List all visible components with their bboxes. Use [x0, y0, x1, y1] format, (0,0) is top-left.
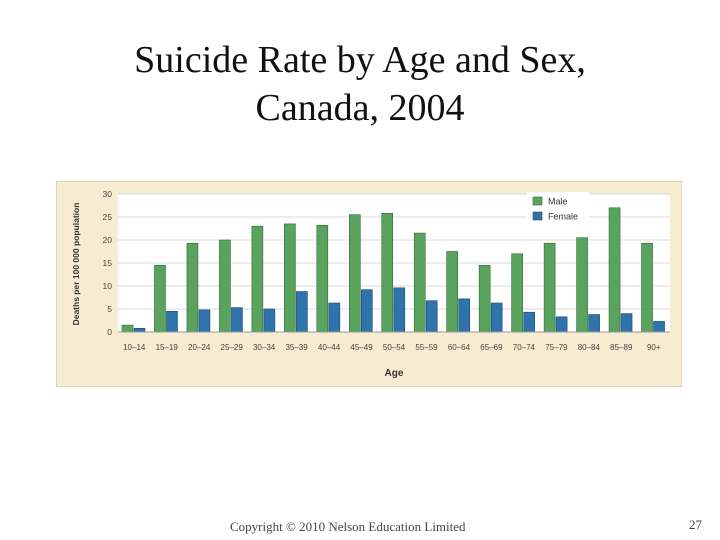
legend: Male Female [527, 192, 589, 226]
y-tick-label: 25 [103, 212, 113, 222]
y-tick-labels: 0 5 10 15 20 25 30 [103, 189, 113, 337]
bar-female [231, 307, 243, 333]
bar-chart: 0 5 10 15 20 25 30 10–14 15–19 20–24 25–29 30–34 35… [71, 189, 670, 379]
bar-male [576, 237, 588, 333]
legend-swatch-male [532, 196, 543, 206]
y-tick-label: 10 [103, 281, 113, 291]
x-axis-label: Age [385, 368, 404, 379]
slide-title-line-1: Suicide Rate by Age and Sex, [134, 39, 586, 81]
x-tick-label: 45–49 [350, 343, 373, 352]
bar-male [348, 214, 361, 333]
x-tick-label: 55–59 [415, 343, 438, 352]
bar-male [511, 253, 523, 333]
legend-label-male: Male [548, 197, 568, 207]
bar-female [458, 298, 471, 333]
bar-male [478, 265, 491, 333]
x-tick-label: 85–89 [610, 343, 633, 352]
bar-male [608, 207, 621, 333]
legend-label-female: Female [548, 212, 578, 222]
x-tick-label: 20–24 [188, 343, 211, 352]
bar-female [296, 291, 308, 333]
bar-female [133, 328, 146, 333]
bar-male [154, 265, 166, 333]
bar-female [490, 302, 503, 333]
x-tick-label: 15–19 [156, 343, 179, 352]
bar-female [198, 309, 211, 333]
footer-copyright: Copyright © 2010 Nelson Education Limite… [230, 519, 466, 534]
y-tick-label: 5 [107, 304, 112, 314]
bar-male [543, 242, 556, 333]
bar-male [641, 242, 653, 333]
bar-male [381, 213, 394, 333]
bar-female [328, 302, 341, 333]
y-tick-label: 20 [103, 235, 113, 245]
x-tick-label: 25–29 [221, 343, 244, 352]
bar-female [393, 287, 406, 333]
bar-female [360, 289, 373, 333]
bar-male [251, 225, 264, 333]
x-tick-labels: 10–14 15–19 20–24 25–29 30–34 35–39 40–44 45–49… [123, 343, 661, 352]
y-axis-label: Deaths per 100 000 population [71, 203, 81, 326]
x-tick-label: 65–69 [480, 343, 503, 352]
bar-female [588, 314, 600, 333]
bar-female [263, 308, 276, 333]
slide-number: 27 [689, 517, 702, 532]
x-tick-label: 40–44 [318, 343, 341, 352]
x-tick-label: 35–39 [285, 343, 308, 352]
chart-panel: 0 5 10 15 20 25 30 10–14 15–19 20–24 25–29 30–34 35… [56, 181, 682, 387]
bar-female [523, 311, 535, 333]
x-tick-label: 50–54 [383, 343, 406, 352]
bar-male [316, 224, 329, 333]
bar-female [166, 311, 178, 333]
x-tick-label: 90+ [647, 343, 661, 352]
y-tick-label: 15 [103, 258, 113, 268]
bars [121, 207, 665, 333]
bar-female [620, 313, 633, 333]
y-tick-label: 30 [103, 189, 113, 199]
bar-male [413, 232, 426, 333]
x-tick-label: 10–14 [123, 343, 146, 352]
x-tick-label: 60–64 [448, 343, 471, 352]
legend-swatch-female [532, 211, 543, 221]
x-tick-label: 75–79 [545, 343, 568, 352]
bar-male [121, 324, 134, 333]
x-tick-label: 30–34 [253, 343, 276, 352]
slide-title-line-2: Canada, 2004 [255, 87, 465, 129]
bar-female [653, 321, 665, 333]
bar-female [555, 316, 568, 333]
bar-male [186, 242, 199, 333]
bar-female [425, 300, 438, 333]
bar-male [219, 239, 231, 333]
slide-title: Suicide Rate by Age and Sex, Canada, 200… [40, 36, 680, 132]
x-tick-label: 80–84 [578, 343, 601, 352]
x-tick-label: 70–74 [513, 343, 536, 352]
bar-male [284, 223, 296, 333]
bar-male [446, 251, 459, 333]
y-tick-label: 0 [107, 327, 112, 337]
